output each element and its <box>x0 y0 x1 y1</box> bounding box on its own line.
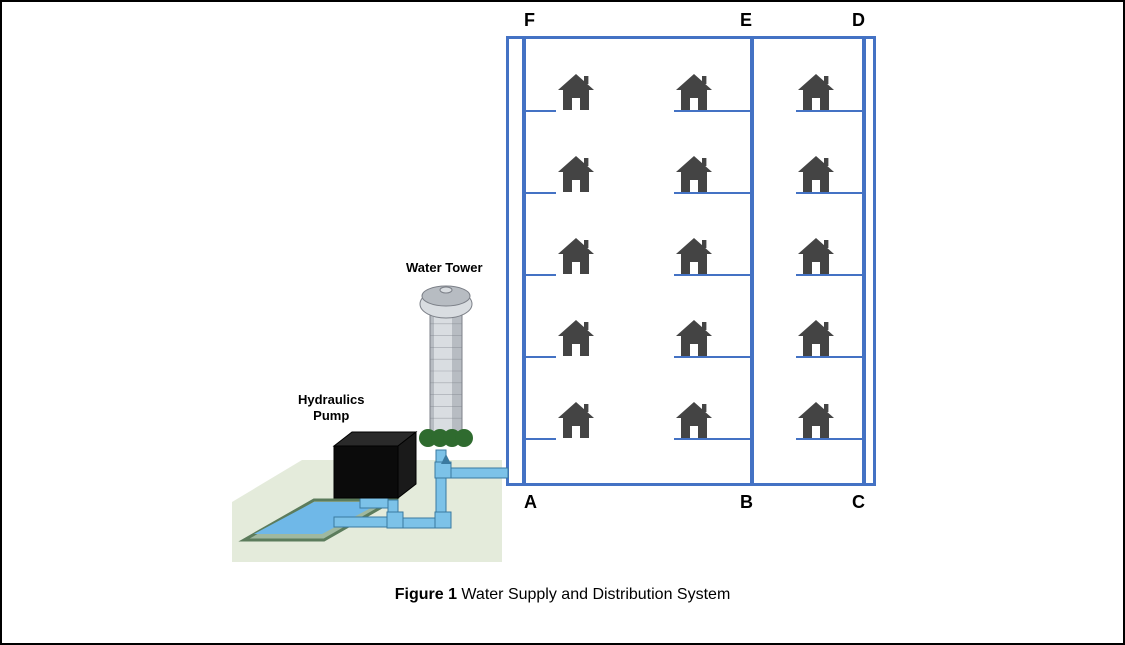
node-label-c: C <box>852 492 865 513</box>
branch-pipe <box>674 274 752 276</box>
branch-pipe <box>524 192 556 194</box>
branch-pipe <box>524 438 556 440</box>
house-icon <box>670 396 718 444</box>
vertical-main-pipe <box>750 36 754 486</box>
house-icon <box>670 232 718 280</box>
branch-pipe <box>796 274 864 276</box>
node-label-e: E <box>740 10 752 31</box>
hydraulics-pump-label: HydraulicsPump <box>298 392 364 423</box>
branch-pipe <box>674 192 752 194</box>
branch-pipe <box>674 438 752 440</box>
node-label-a: A <box>524 492 537 513</box>
house-icon <box>670 68 718 116</box>
branch-pipe <box>524 356 556 358</box>
figure-caption-prefix: Figure 1 <box>395 586 457 603</box>
house-icon <box>552 150 600 198</box>
house-icon <box>792 396 840 444</box>
house-icon <box>552 68 600 116</box>
figure-caption: Figure 1 Water Supply and Distribution S… <box>2 586 1123 604</box>
house-icon <box>552 232 600 280</box>
vertical-main-pipe <box>862 36 866 486</box>
figure-caption-text: Water Supply and Distribution System <box>457 586 730 603</box>
branch-pipe <box>524 110 556 112</box>
branch-pipe <box>796 356 864 358</box>
branch-pipe <box>796 110 864 112</box>
house-icon <box>792 314 840 362</box>
house-icon <box>552 314 600 362</box>
vertical-main-pipe <box>522 36 526 486</box>
branch-pipe <box>796 192 864 194</box>
house-icon <box>792 150 840 198</box>
figure-page: F E D A B C Water Tower HydraulicsPump F… <box>0 0 1125 645</box>
water-tower-label: Water Tower <box>406 260 483 275</box>
node-label-b: B <box>740 492 753 513</box>
house-icon <box>670 314 718 362</box>
branch-pipe <box>674 110 752 112</box>
house-icon <box>792 232 840 280</box>
branch-pipe <box>796 438 864 440</box>
node-label-f: F <box>524 10 535 31</box>
house-icon <box>670 150 718 198</box>
house-icon <box>552 396 600 444</box>
branch-pipe <box>674 356 752 358</box>
branch-pipe <box>524 274 556 276</box>
node-label-d: D <box>852 10 865 31</box>
house-icon <box>792 68 840 116</box>
